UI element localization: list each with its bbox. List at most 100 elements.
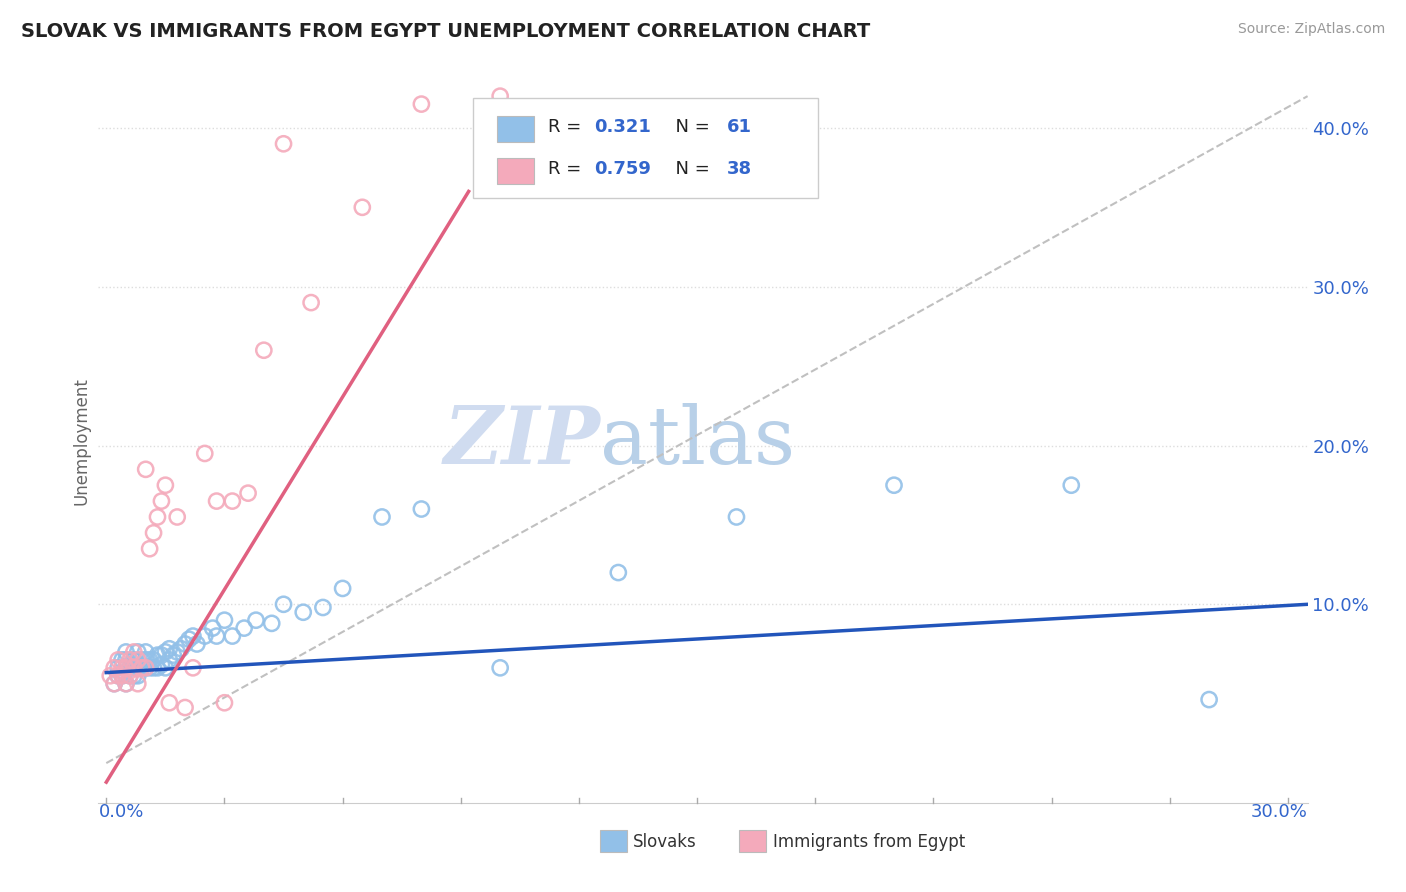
Point bbox=[122, 645, 145, 659]
Point bbox=[127, 661, 149, 675]
Point bbox=[131, 661, 153, 675]
Point bbox=[135, 653, 157, 667]
Point bbox=[131, 661, 153, 675]
Point bbox=[1198, 692, 1220, 706]
Point bbox=[107, 669, 129, 683]
Point bbox=[118, 653, 141, 667]
Point bbox=[221, 494, 243, 508]
Point bbox=[115, 661, 138, 675]
Point bbox=[138, 653, 160, 667]
Point bbox=[150, 648, 173, 662]
Point bbox=[127, 645, 149, 659]
Point bbox=[135, 661, 157, 675]
Point bbox=[118, 669, 141, 683]
Point bbox=[174, 637, 197, 651]
Text: 0.0%: 0.0% bbox=[98, 803, 143, 821]
Point bbox=[118, 661, 141, 675]
Text: ZIP: ZIP bbox=[443, 403, 600, 480]
FancyBboxPatch shape bbox=[498, 158, 534, 184]
Point bbox=[131, 653, 153, 667]
Point bbox=[273, 597, 295, 611]
Text: N =: N = bbox=[664, 119, 716, 136]
Point bbox=[103, 661, 125, 675]
Text: 61: 61 bbox=[727, 119, 752, 136]
Point bbox=[411, 502, 433, 516]
Point bbox=[142, 661, 165, 675]
Point bbox=[127, 676, 149, 690]
Point bbox=[332, 582, 354, 596]
Text: N =: N = bbox=[664, 161, 716, 178]
Point bbox=[107, 669, 129, 683]
Point bbox=[107, 661, 129, 675]
Point bbox=[155, 645, 177, 659]
Text: 38: 38 bbox=[727, 161, 752, 178]
Text: Slovaks: Slovaks bbox=[633, 833, 696, 851]
Point bbox=[253, 343, 276, 358]
Point bbox=[221, 629, 243, 643]
Point bbox=[146, 661, 169, 675]
Point bbox=[214, 613, 236, 627]
Point bbox=[157, 653, 180, 667]
Point bbox=[135, 645, 157, 659]
Point bbox=[299, 295, 322, 310]
FancyBboxPatch shape bbox=[600, 830, 627, 852]
Point bbox=[273, 136, 295, 151]
Point bbox=[174, 700, 197, 714]
Point bbox=[489, 89, 512, 103]
Point bbox=[122, 661, 145, 675]
Point bbox=[260, 616, 283, 631]
Point bbox=[181, 661, 204, 675]
Point bbox=[292, 605, 315, 619]
Point bbox=[122, 661, 145, 675]
Point bbox=[166, 510, 188, 524]
Point bbox=[352, 200, 374, 214]
Point bbox=[155, 478, 177, 492]
FancyBboxPatch shape bbox=[474, 98, 818, 198]
Point bbox=[111, 661, 134, 675]
Point bbox=[411, 97, 433, 112]
FancyBboxPatch shape bbox=[740, 830, 766, 852]
Point bbox=[166, 645, 188, 659]
Point bbox=[127, 669, 149, 683]
Point bbox=[205, 629, 228, 643]
Point bbox=[111, 669, 134, 683]
Point bbox=[142, 525, 165, 540]
Point bbox=[138, 541, 160, 556]
Point bbox=[142, 653, 165, 667]
Point bbox=[214, 696, 236, 710]
Point bbox=[146, 648, 169, 662]
Point bbox=[115, 645, 138, 659]
Point bbox=[157, 641, 180, 656]
Point bbox=[127, 653, 149, 667]
Point bbox=[115, 676, 138, 690]
Point bbox=[111, 653, 134, 667]
Point bbox=[155, 661, 177, 675]
Point bbox=[135, 462, 157, 476]
Point bbox=[115, 661, 138, 675]
Point bbox=[489, 661, 512, 675]
Text: SLOVAK VS IMMIGRANTS FROM EGYPT UNEMPLOYMENT CORRELATION CHART: SLOVAK VS IMMIGRANTS FROM EGYPT UNEMPLOY… bbox=[21, 22, 870, 41]
Point bbox=[103, 676, 125, 690]
Point bbox=[1060, 478, 1083, 492]
Text: Immigrants from Egypt: Immigrants from Egypt bbox=[773, 833, 966, 851]
Point bbox=[157, 696, 180, 710]
Point bbox=[103, 676, 125, 690]
Point bbox=[725, 510, 748, 524]
Point bbox=[122, 653, 145, 667]
Point bbox=[135, 661, 157, 675]
Point bbox=[186, 637, 208, 651]
Point bbox=[122, 669, 145, 683]
Point bbox=[107, 653, 129, 667]
Point bbox=[194, 446, 217, 460]
Text: 0.321: 0.321 bbox=[595, 119, 651, 136]
Point bbox=[146, 510, 169, 524]
Point bbox=[883, 478, 905, 492]
Point bbox=[371, 510, 394, 524]
Point bbox=[177, 632, 200, 647]
Y-axis label: Unemployment: Unemployment bbox=[72, 377, 90, 506]
Text: Source: ZipAtlas.com: Source: ZipAtlas.com bbox=[1237, 22, 1385, 37]
Point bbox=[162, 648, 184, 662]
Point bbox=[98, 669, 121, 683]
Point bbox=[111, 669, 134, 683]
Point bbox=[115, 676, 138, 690]
